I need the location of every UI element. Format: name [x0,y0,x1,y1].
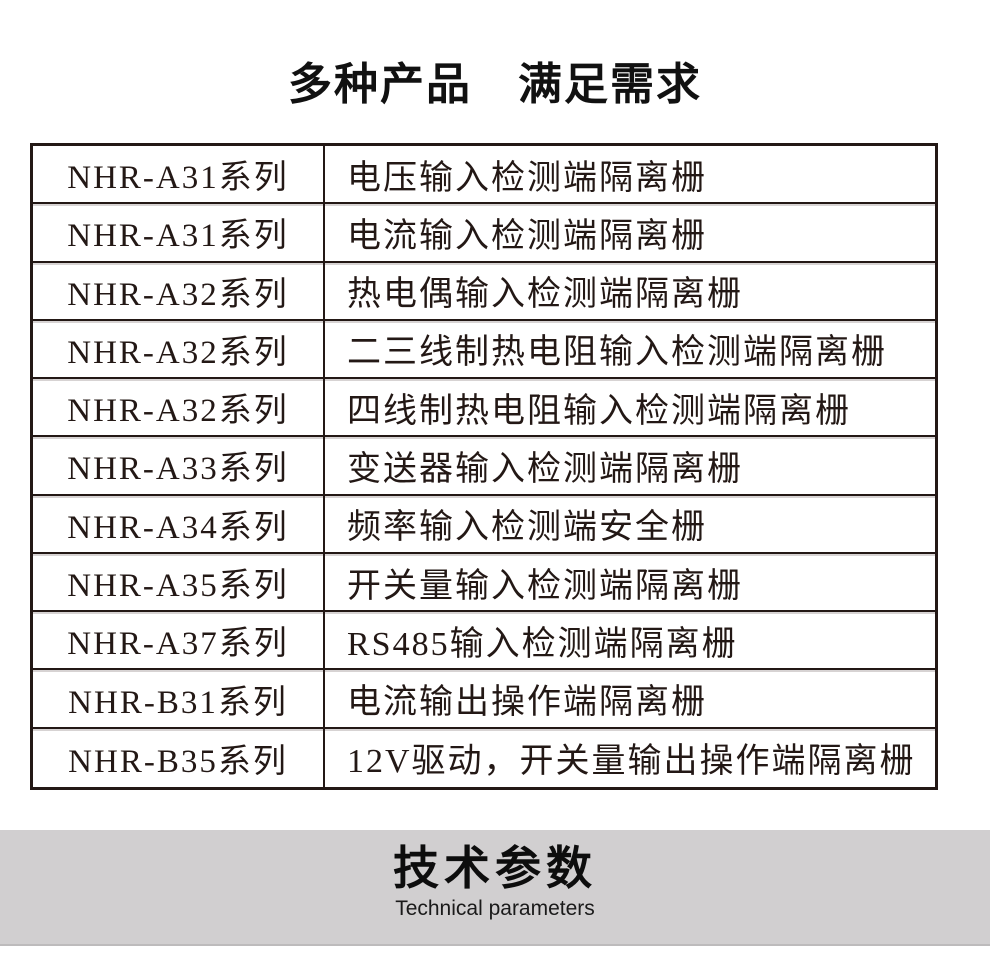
table-row: NHR-A33系列 变送器输入检测端隔离栅 [33,437,935,496]
table-row: NHR-A34系列 频率输入检测端安全栅 [33,495,935,554]
series-cell: NHR-A32系列 [33,262,325,319]
series-cell: NHR-B35系列 [33,728,325,787]
series-cell: NHR-A32系列 [33,379,325,436]
table-row: NHR-A32系列 二三线制热电阻输入检测端隔离栅 [33,320,935,380]
description-cell: 电流输入检测端隔离栅 [347,217,707,255]
technical-parameters-banner: 技术参数 Technical parameters [0,830,990,946]
description-cell: 开关量输入检测端隔离栅 [347,567,743,605]
description-cell: 二三线制热电阻输入检测端隔离栅 [347,334,887,372]
series-cell: NHR-A32系列 [33,320,325,378]
description-cell: 电压输入检测端隔离栅 [347,159,707,197]
page-title: 多种产品 满足需求 [288,60,702,109]
banner-title-cn: 技术参数 [393,842,597,894]
table-row: NHR-A32系列 热电偶输入检测端隔离栅 [33,262,935,321]
series-cell: NHR-A34系列 [33,495,325,552]
description-cell: RS485输入检测端隔离栅 [347,625,738,663]
table-row: NHR-A37系列 RS485输入检测端隔离栅 [33,612,935,671]
series-cell: NHR-A31系列 [33,204,325,261]
description-cell: 热电偶输入检测端隔离栅 [347,276,743,314]
series-cell: NHR-A31系列 [33,146,325,203]
table-row: NHR-A31系列 电流输入检测端隔离栅 [33,204,935,263]
series-cell: NHR-B31系列 [33,670,325,727]
description-cell: 频率输入检测端安全栅 [347,509,707,547]
series-cell: NHR-A33系列 [33,437,325,494]
table-row: NHR-A32系列 四线制热电阻输入检测端隔离栅 [33,379,935,438]
banner-title-en: Technical parameters [395,897,595,920]
product-series-table: NHR-A31系列 电压输入检测端隔离栅 NHR-A31系列 电流输入检测端隔离… [30,143,938,790]
table-row: NHR-A31系列 电压输入检测端隔离栅 [33,146,935,205]
series-cell: NHR-A35系列 [33,553,325,611]
table-row: NHR-B35系列 12V驱动，开关量输出操作端隔离栅 [33,728,935,787]
table-row: NHR-B31系列 电流输出操作端隔离栅 [33,670,935,729]
description-cell: 四线制热电阻输入检测端隔离栅 [347,392,851,430]
description-cell: 电流输出操作端隔离栅 [347,684,707,722]
series-cell: NHR-A37系列 [33,612,325,669]
description-cell: 12V驱动，开关量输出操作端隔离栅 [347,743,916,781]
description-cell: 变送器输入检测端隔离栅 [347,450,743,488]
table-row: NHR-A35系列 开关量输入检测端隔离栅 [33,553,935,613]
